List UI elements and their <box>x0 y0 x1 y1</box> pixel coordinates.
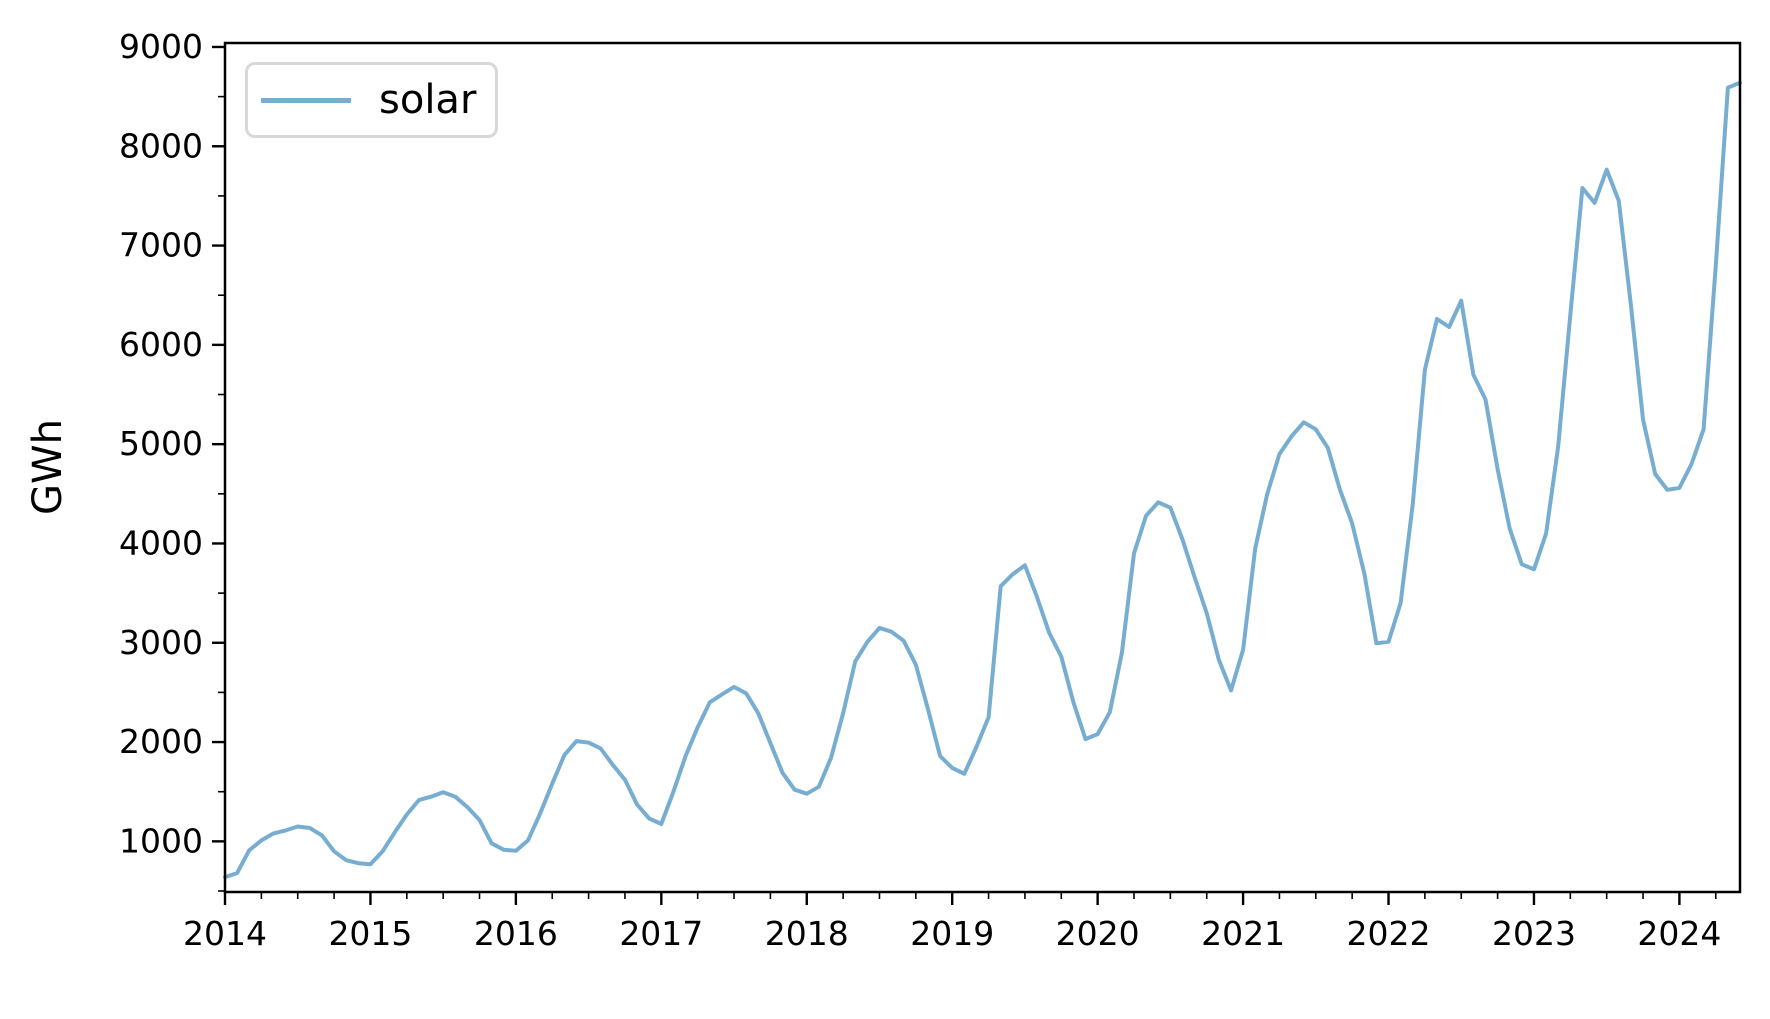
y-tick-label: 1000 <box>119 821 203 860</box>
x-tick-label: 2022 <box>1347 914 1431 953</box>
y-tick-labels: 1000 2000 3000 4000 5000 6000 7000 8000 9000 <box>119 27 203 860</box>
plot-frame <box>223 41 1742 894</box>
y-tick-label: 7000 <box>119 226 203 265</box>
y-axis-ticks <box>212 45 225 892</box>
y-tick-label: 8000 <box>119 126 203 165</box>
y-tick-label: 2000 <box>119 722 203 761</box>
y-axis-label: GWh <box>25 419 71 515</box>
y-tick-label: 6000 <box>119 325 203 364</box>
x-tick-label: 2023 <box>1492 914 1576 953</box>
y-tick-label: 9000 <box>119 27 203 66</box>
y-tick-label: 3000 <box>119 623 203 662</box>
x-tick-label: 2020 <box>1056 914 1140 953</box>
legend: solar <box>245 62 498 138</box>
x-tick-label: 2018 <box>765 914 849 953</box>
x-tick-label: 2015 <box>328 914 412 953</box>
legend-line-sample <box>261 97 351 103</box>
x-tick-labels: 2014 2015 2016 2017 2018 2019 2020 2021 2022 2023… <box>183 914 1721 953</box>
x-tick-label: 2024 <box>1637 914 1721 953</box>
y-tick-label: 4000 <box>119 523 203 562</box>
x-tick-label: 2021 <box>1201 914 1285 953</box>
y-tick-label: 5000 <box>119 424 203 463</box>
x-tick-label: 2016 <box>474 914 558 953</box>
x-axis-ticks <box>223 892 1717 905</box>
x-tick-label: 2017 <box>619 914 703 953</box>
x-tick-label: 2019 <box>910 914 994 953</box>
x-tick-label: 2014 <box>183 914 267 953</box>
legend-label: solar <box>379 77 477 123</box>
solar-line <box>223 80 1742 880</box>
